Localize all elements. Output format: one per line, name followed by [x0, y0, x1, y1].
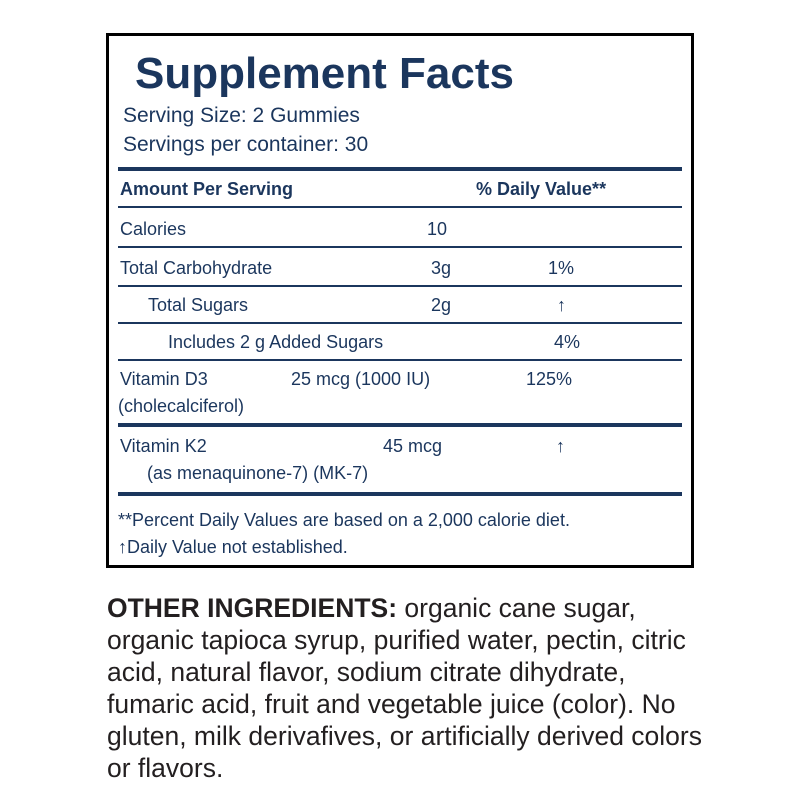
footnote-not-established: ↑Daily Value not established.: [118, 537, 348, 557]
serving-size: Serving Size: 2 Gummies: [123, 104, 360, 127]
row-amount: 2g: [431, 295, 452, 315]
panel-title: Supplement Facts: [135, 49, 514, 98]
ingredients-text: organic cane sugar, organic tapioca syru…: [107, 593, 702, 783]
servings-per-container: Servings per container: 30: [123, 133, 369, 156]
row-name: Total Carbohydrate: [120, 258, 273, 278]
divider: [118, 206, 682, 208]
row-sub: (cholecalciferol): [118, 396, 245, 416]
divider: [118, 492, 682, 496]
header-amount: Amount Per Serving: [120, 179, 294, 199]
row-sub: (as menaquinone-7) (MK-7): [147, 463, 369, 483]
ingredients-label: OTHER INGREDIENTS:: [107, 593, 398, 623]
divider: [118, 322, 682, 324]
row-dv: 1%: [548, 258, 575, 278]
row-dv: 4%: [554, 332, 581, 352]
row-amount: 10: [427, 219, 448, 239]
divider: [118, 246, 682, 248]
footnote-daily-values: **Percent Daily Values are based on a 2,…: [118, 510, 570, 530]
supplement-facts-panel: [106, 33, 694, 568]
other-ingredients: OTHER INGREDIENTS: organic cane sugar, o…: [107, 592, 707, 784]
header-daily-value: % Daily Value**: [476, 179, 607, 199]
row-amount: 45 mcg: [383, 436, 443, 456]
divider: [118, 423, 682, 427]
row-name: Calories: [120, 219, 187, 239]
row-amount: 25 mcg (1000 IU): [291, 369, 431, 389]
divider: [118, 285, 682, 287]
divider: [118, 359, 682, 361]
row-dv: ↑: [556, 436, 565, 456]
row-name: Vitamin K2: [120, 436, 207, 456]
row-name: Total Sugars: [148, 295, 249, 315]
divider: [118, 167, 682, 171]
row-name: Vitamin D3: [120, 369, 208, 389]
row-dv: ↑: [557, 295, 566, 315]
row-dv: 125%: [526, 369, 573, 389]
row-name: Includes 2 g Added Sugars: [168, 332, 384, 352]
row-amount: 3g: [431, 258, 452, 278]
